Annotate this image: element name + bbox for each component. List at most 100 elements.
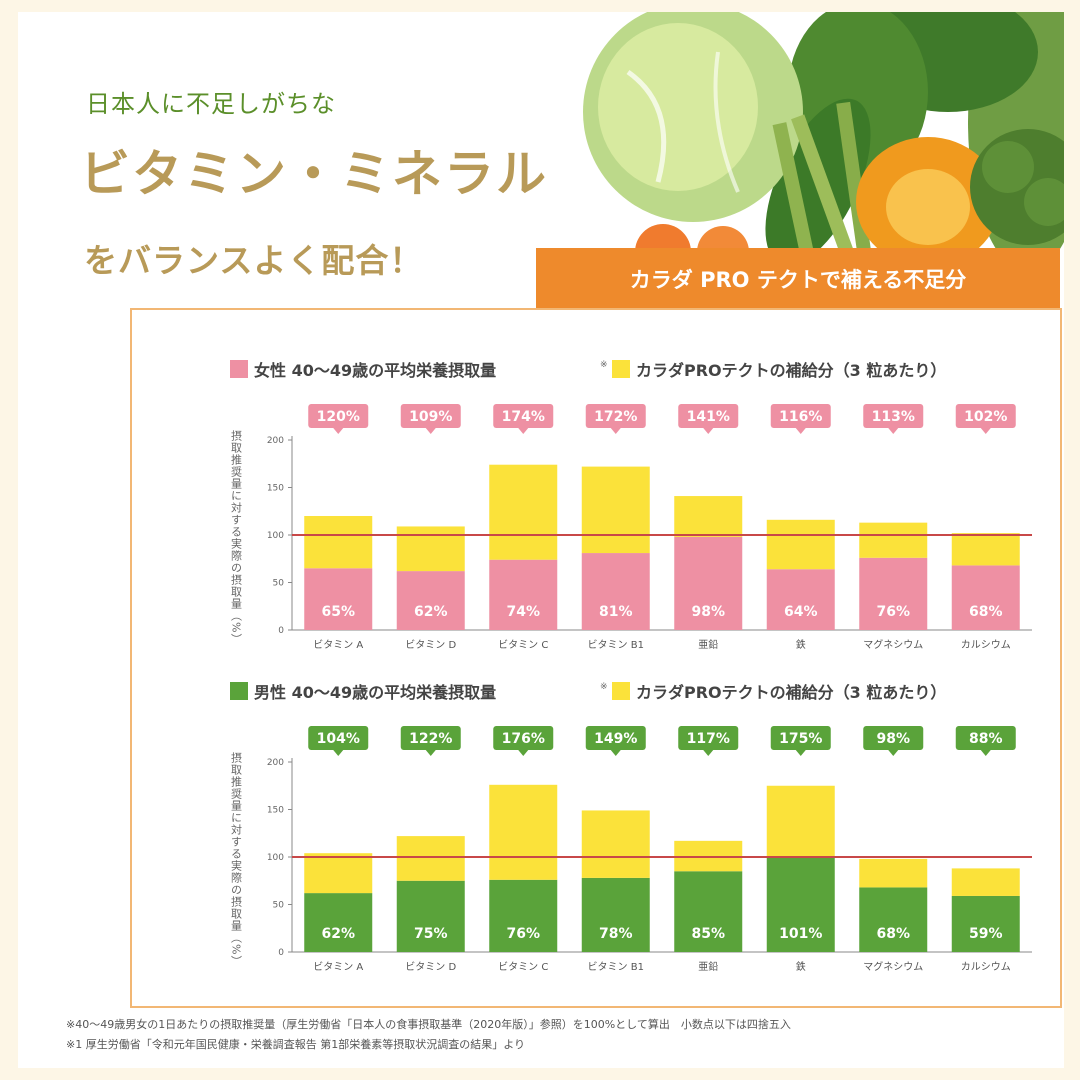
male-total-callout (400, 726, 461, 750)
female-bar-supplement (396, 526, 465, 572)
female-y-tick-label: 150 (267, 484, 284, 494)
female-legend-label-main: 女性 40～49歳の平均栄養摂取量 (254, 361, 496, 380)
female-total-label: 109% (409, 409, 452, 425)
male-bar-supplement (489, 784, 558, 880)
male-y-tick-label: 200 (267, 758, 284, 768)
male-bar-value-label: 101% (779, 926, 822, 942)
male-bar-supplement (859, 858, 928, 888)
male-bar-value-label: 68% (876, 926, 910, 942)
male-total-callout (585, 726, 646, 750)
female-bar-supplement (304, 516, 373, 569)
male-bar-supplement (766, 785, 835, 857)
female-bar-main (859, 557, 928, 630)
male-category-label: ビタミン A (313, 961, 363, 973)
female-total-callout-pointer (610, 428, 621, 434)
female-bar-supplement (489, 464, 558, 560)
male-legend-label-main: 男性 40～49歳の平均栄養摂取量 (254, 683, 496, 702)
female-y-tick-label: 0 (278, 626, 284, 636)
female-total-callout-pointer (703, 428, 714, 434)
female-bar-value-label: 81% (599, 604, 633, 620)
male-total-label: 117% (687, 731, 730, 747)
footnote-1: ※40～49歳男女の1日あたりの摂取推奨量（厚生労働省「日本人の食事摂取基準（2… (66, 1018, 791, 1031)
male-bar-main (766, 856, 835, 952)
female-total-label: 174% (502, 409, 545, 425)
female-y-axis-label: 摂取推奨量に対する実際の摂取量（%） (230, 429, 243, 646)
male-bar-main (674, 871, 743, 952)
male-total-callout (308, 726, 369, 750)
female-bar-supplement (859, 522, 928, 558)
female-total-callout-pointer (333, 428, 344, 434)
female-total-label: 120% (317, 409, 360, 425)
female-category-label: カルシウム (961, 639, 1011, 651)
male-total-label: 122% (409, 731, 452, 747)
male-total-callout-pointer (518, 750, 529, 756)
male-legend-footnote-mark: ※ (600, 682, 608, 692)
male-bar-main (396, 880, 465, 952)
female-bar-main (766, 569, 835, 630)
female-bar-value-label: 68% (969, 604, 1003, 620)
female-bar-supplement (581, 466, 650, 554)
male-bar-supplement (581, 810, 650, 878)
female-category-label: ビタミン D (405, 639, 456, 651)
female-total-label: 141% (687, 409, 730, 425)
female-category-label: ビタミン B1 (588, 639, 644, 651)
female-total-callout (678, 404, 739, 428)
male-total-label: 176% (502, 731, 545, 747)
male-total-label: 175% (779, 731, 822, 747)
male-bar-supplement (396, 836, 465, 881)
female-bar-main (489, 559, 558, 630)
female-total-label: 116% (779, 409, 822, 425)
male-total-callout (863, 726, 924, 750)
female-bar-main (581, 553, 650, 630)
male-category-label: マグネシウム (863, 960, 923, 973)
male-total-label: 149% (594, 731, 637, 747)
male-category-label: カルシウム (961, 961, 1011, 973)
male-total-callout (955, 726, 1016, 750)
female-bar-main (396, 571, 465, 630)
female-chart: 女性 40～49歳の平均栄養摂取量 ※ カラダPROテクトの補給分（3 粒あたり） 摂… (230, 360, 1032, 651)
female-total-callout (770, 404, 831, 428)
male-total-callout-pointer (795, 750, 806, 756)
female-total-callout-pointer (795, 428, 806, 434)
male-total-callout-pointer (333, 750, 344, 756)
female-bar-supplement (674, 496, 743, 537)
female-category-label: 亜鉛 (698, 638, 718, 651)
male-bar-value-label: 62% (321, 926, 355, 942)
male-legend-swatch-main (230, 682, 248, 700)
male-category-label: 鉄 (796, 960, 806, 973)
male-total-callout (493, 726, 554, 750)
female-bar-value-label: 98% (691, 604, 725, 620)
female-total-callout-pointer (888, 428, 899, 434)
female-total-label: 113% (872, 409, 915, 425)
male-total-callout-pointer (610, 750, 621, 756)
male-y-tick-label: 50 (273, 901, 285, 911)
female-bar-supplement (766, 519, 835, 570)
male-y-tick-label: 0 (278, 948, 284, 958)
female-total-callout-pointer (425, 428, 436, 434)
female-bar-value-label: 64% (784, 604, 818, 620)
female-bar-main (674, 536, 743, 630)
female-bar-main (951, 565, 1020, 630)
male-total-callout-pointer (980, 750, 991, 756)
male-bar-value-label: 75% (414, 926, 448, 942)
female-total-label: 102% (964, 409, 1007, 425)
female-bar-value-label: 76% (876, 604, 910, 620)
female-category-label: 鉄 (796, 638, 806, 651)
poster: 日本人に不足しがちな ビタミン・ミネラル をバランスよく配合！ カラダ PRO … (18, 12, 1064, 1068)
male-y-axis-label: 摂取推奨量に対する実際の摂取量（%） (230, 751, 243, 968)
female-total-callout (863, 404, 924, 428)
female-category-label: ビタミン A (313, 639, 363, 651)
footnote-2: ※1 厚生労働省「令和元年国民健康・栄養調査報告 第1部栄養素等摂取状況調査の結… (66, 1038, 525, 1051)
orange-banner: カラダ PRO テクトで補える不足分 (536, 248, 1060, 310)
female-total-callout (308, 404, 369, 428)
female-total-callout-pointer (518, 428, 529, 434)
female-bar-main (304, 568, 373, 630)
female-total-callout (955, 404, 1016, 428)
female-total-callout (493, 404, 554, 428)
male-category-label: ビタミン C (498, 961, 548, 973)
male-bar-main (581, 877, 650, 952)
banner-text: カラダ PRO テクトで補える不足分 (629, 268, 967, 292)
male-legend-label-supplement: カラダPROテクトの補給分（3 粒あたり） (636, 683, 946, 702)
male-total-callout-pointer (703, 750, 714, 756)
male-bar-main (304, 893, 373, 952)
